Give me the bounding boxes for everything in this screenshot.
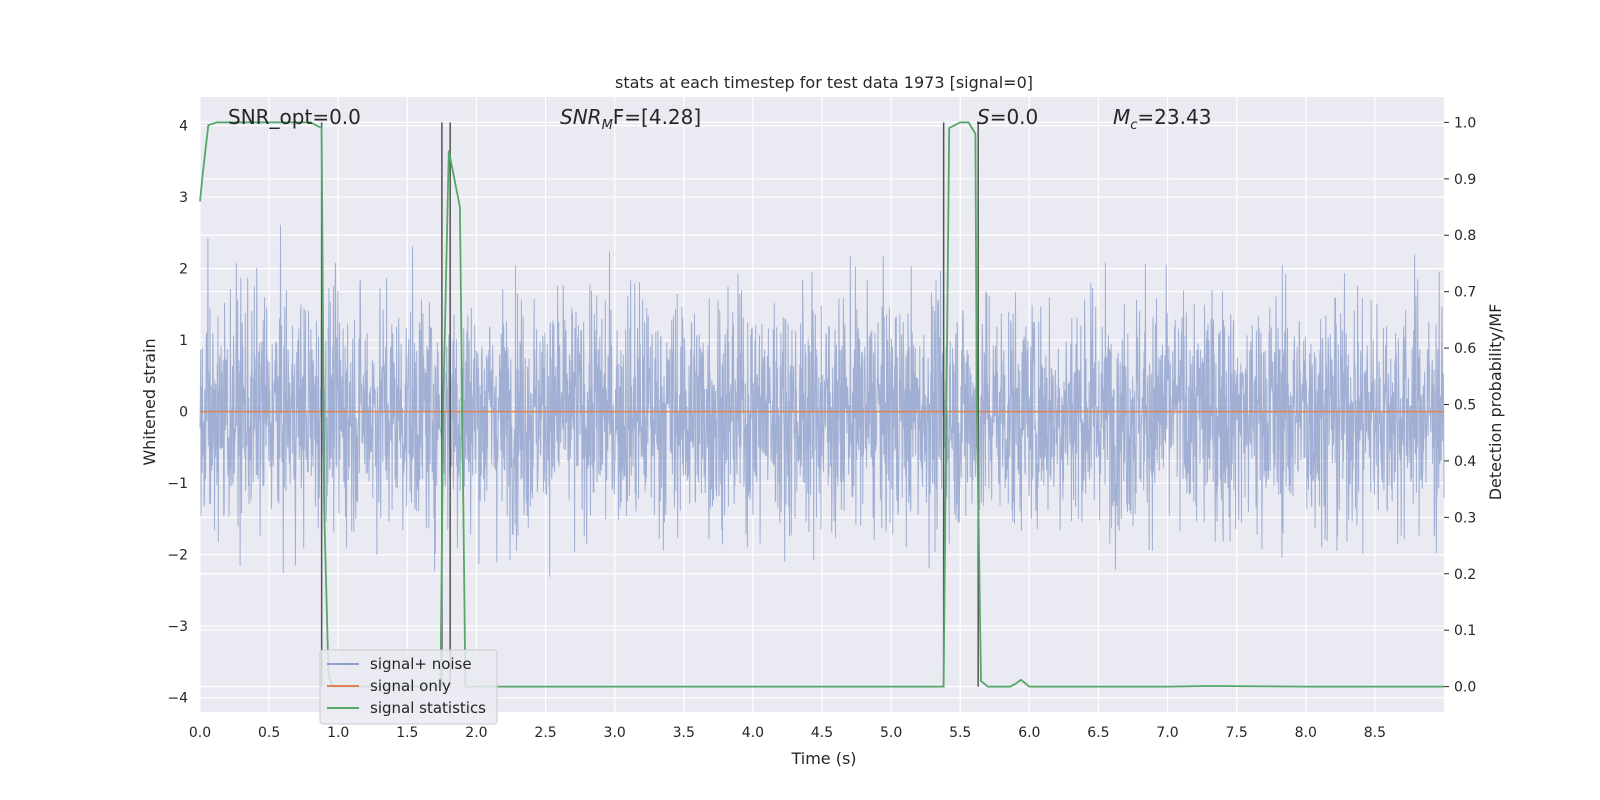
y2-tick-label: 0.4 <box>1454 454 1476 470</box>
legend-label-signal-noise: signal+ noise <box>370 655 472 673</box>
y2-tick-label: 0.1 <box>1454 623 1476 639</box>
y2-tick-label: 0.9 <box>1454 172 1476 188</box>
y2-tick-label: 0.5 <box>1454 398 1476 414</box>
y2-tick-label: 1.0 <box>1454 115 1476 131</box>
y2-axis-label: Detection probability/MF <box>1486 304 1505 501</box>
x-axis-ticks: 0.0 0.5 1.0 1.5 2.0 2.5 3.0 3.5 4.0 4.5 5.0 5.5 6.0 6… <box>189 725 1386 741</box>
x-tick-label: 8.0 <box>1295 725 1317 741</box>
y2-tick-label: 0.3 <box>1454 510 1476 526</box>
x-tick-label: 0.5 <box>258 725 280 741</box>
y-tick-label: 3 <box>179 190 188 206</box>
y2-tick-label: 0.7 <box>1454 285 1476 301</box>
series-signal-statistics <box>199 121 1444 688</box>
x-tick-label: 0.0 <box>189 725 211 741</box>
x-tick-label: 7.0 <box>1156 725 1178 741</box>
y2-tick-label: 0.2 <box>1454 567 1476 583</box>
x-tick-label: 5.5 <box>949 725 971 741</box>
x-tick-label: 6.0 <box>1018 725 1040 741</box>
y-axis-label: Whitened strain <box>140 338 159 465</box>
y2-axis-ticks: 1.0 0.9 0.8 0.7 0.6 0.5 0.4 0.3 0.2 0.1 0.0 <box>1444 115 1476 696</box>
y-tick-label: 2 <box>179 262 188 278</box>
y-tick-label: −3 <box>167 619 188 635</box>
y-tick-label: 4 <box>179 119 188 135</box>
x-tick-label: 7.5 <box>1226 725 1248 741</box>
x-tick-label: 2.0 <box>465 725 487 741</box>
legend: signal+ noise signal only signal statist… <box>319 649 498 725</box>
y-tick-label: 0 <box>179 405 188 421</box>
chart-title: stats at each timestep for test data 197… <box>615 73 1033 92</box>
legend-entry-signal-statistics: signal statistics <box>327 699 486 717</box>
x-tick-label: 5.0 <box>880 725 902 741</box>
y-tick-label: −4 <box>167 691 188 707</box>
x-tick-label: 4.5 <box>811 725 833 741</box>
legend-entry-signal-noise: signal+ noise <box>327 655 472 673</box>
x-axis-label: Time (s) <box>790 749 856 768</box>
legend-label-signal-only: signal only <box>370 677 451 695</box>
x-tick-label: 1.0 <box>327 725 349 741</box>
series-signal-noise <box>199 224 1445 577</box>
y2-tick-label: 0.0 <box>1454 680 1476 696</box>
legend-label-signal-statistics: signal statistics <box>370 699 486 717</box>
signal-statistics-line <box>199 121 1444 688</box>
y-tick-label: −1 <box>167 476 188 492</box>
x-tick-label: 3.0 <box>604 725 626 741</box>
noise-line <box>199 224 1445 577</box>
y-tick-label: 1 <box>179 333 188 349</box>
legend-entry-signal-only: signal only <box>327 677 451 695</box>
x-tick-label: 8.5 <box>1364 725 1386 741</box>
x-tick-label: 6.5 <box>1087 725 1109 741</box>
y-axis-ticks: 4 3 2 1 0 −1 −2 −3 −4 <box>167 119 188 707</box>
y2-tick-label: 0.8 <box>1454 228 1476 244</box>
x-tick-label: 4.0 <box>742 725 764 741</box>
annotation-mc: Mc=23.43 <box>1113 105 1211 133</box>
y2-tick-label: 0.6 <box>1454 341 1476 357</box>
annotation-snr-mf: SNRMF=[4.28] <box>560 105 701 133</box>
y-tick-label: −2 <box>167 548 188 564</box>
x-tick-label: 2.5 <box>534 725 556 741</box>
annotation-s: S=0.0 <box>977 105 1038 129</box>
annotation-snr-opt: SNR_opt=0.0 <box>228 105 361 129</box>
x-tick-label: 1.5 <box>396 725 418 741</box>
x-tick-label: 3.5 <box>673 725 695 741</box>
